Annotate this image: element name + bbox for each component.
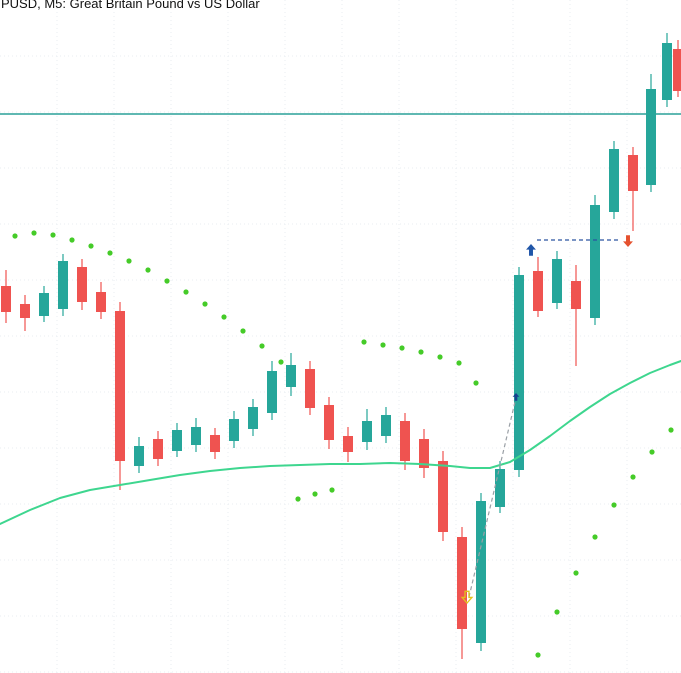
candle-body <box>210 435 220 452</box>
candle-body <box>96 292 106 312</box>
candle-body <box>419 439 429 468</box>
candle-body <box>20 304 30 318</box>
candle-body <box>662 43 672 100</box>
candle-body <box>381 415 391 436</box>
candle-body <box>267 371 277 413</box>
sar-dot <box>69 237 75 243</box>
sar-dot <box>259 343 265 349</box>
candle-body <box>476 501 486 643</box>
sar-dot <box>164 278 170 284</box>
sar-dot <box>592 534 598 540</box>
candle-body <box>571 281 581 309</box>
sar-dot <box>145 267 151 273</box>
sar-dot <box>126 258 132 264</box>
sell-close-arrow <box>623 235 633 247</box>
sar-dot <box>473 380 479 386</box>
candle-body <box>134 446 144 466</box>
sar-dot <box>240 328 246 334</box>
sar-dot <box>202 301 208 307</box>
candle-body <box>305 369 315 408</box>
buy-entry-arrow <box>526 244 536 256</box>
sar-dot <box>12 233 18 239</box>
candle-body <box>343 436 353 452</box>
sar-dot <box>361 339 367 345</box>
sar-dot <box>535 652 541 658</box>
candle-body <box>172 430 182 451</box>
candle-body <box>286 365 296 387</box>
sar-dot <box>295 496 301 502</box>
candle-body <box>457 537 467 629</box>
sar-dot <box>649 449 655 455</box>
candle-body <box>248 407 258 429</box>
sar-dot <box>107 250 113 256</box>
candle-body <box>229 419 239 441</box>
sar-dot <box>312 491 318 497</box>
candle-body <box>324 405 334 440</box>
sar-dot <box>418 349 424 355</box>
sar-dot <box>630 474 636 480</box>
sar-dot <box>668 427 674 433</box>
sar-dot <box>329 487 335 493</box>
sar-dot <box>380 342 386 348</box>
candle-body <box>533 271 543 311</box>
candle-body <box>495 469 505 507</box>
trade-close-arrow <box>512 393 520 401</box>
trade-line-gray <box>468 401 516 598</box>
candle-body <box>514 275 524 470</box>
sar-dot <box>183 289 189 295</box>
sar-dot <box>611 502 617 508</box>
sar-dot <box>554 609 560 615</box>
candle-body <box>438 461 448 532</box>
candle-body <box>115 311 125 461</box>
sar-dot <box>31 230 37 236</box>
candle-body <box>39 293 49 316</box>
sar-dot <box>573 570 579 576</box>
candle-body <box>400 421 410 461</box>
chart-title: PUSD, M5: Great Britain Pound vs US Doll… <box>1 0 260 11</box>
candle-body <box>191 427 201 445</box>
sar-dot <box>399 345 405 351</box>
sar-dot <box>88 243 94 249</box>
candle-body <box>77 267 87 302</box>
candle-body <box>1 286 11 312</box>
candle-body <box>590 205 600 318</box>
candle-body <box>609 149 619 212</box>
candle-body <box>673 49 681 91</box>
sar-dot <box>221 314 227 320</box>
candle-body <box>153 439 163 459</box>
moving-average-line <box>0 360 681 525</box>
candle-body <box>58 261 68 309</box>
sar-dot <box>456 360 462 366</box>
sar-dot <box>278 359 284 365</box>
sar-dot <box>50 232 56 238</box>
signal-arrow <box>460 590 474 604</box>
candle-body <box>646 89 656 185</box>
candle-body <box>362 421 372 442</box>
sar-dot <box>437 354 443 360</box>
candle-body <box>628 155 638 191</box>
candle-body <box>552 259 562 303</box>
